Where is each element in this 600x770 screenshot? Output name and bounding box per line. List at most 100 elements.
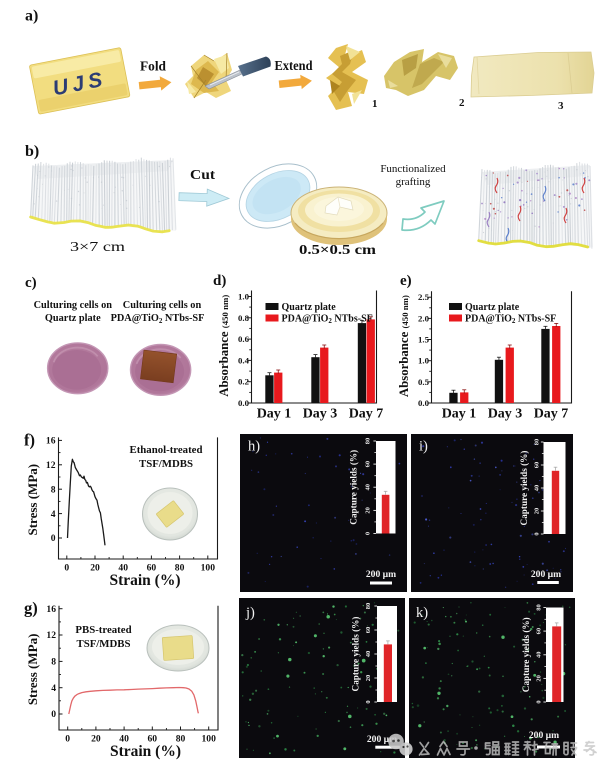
svg-text:80: 80 bbox=[176, 734, 186, 745]
svg-text:12: 12 bbox=[46, 460, 56, 471]
svg-text:80: 80 bbox=[365, 603, 372, 609]
svg-text:20: 20 bbox=[534, 508, 541, 514]
svg-text:200 µm: 200 µm bbox=[366, 569, 396, 580]
svg-text:1: 1 bbox=[372, 98, 378, 110]
svg-text:40: 40 bbox=[536, 652, 543, 658]
svg-text:3: 3 bbox=[558, 100, 564, 112]
svg-text:a): a) bbox=[25, 8, 38, 25]
svg-text:i): i) bbox=[419, 439, 428, 455]
svg-text:0.8: 0.8 bbox=[238, 313, 250, 323]
svg-text:TSF/MDBS: TSF/MDBS bbox=[77, 638, 131, 650]
svg-text:Capture yields (%): Capture yields (%) bbox=[349, 450, 359, 525]
svg-text:20: 20 bbox=[91, 734, 101, 745]
svg-text:Day 3: Day 3 bbox=[488, 407, 523, 422]
svg-text:Quartz plate: Quartz plate bbox=[282, 302, 337, 313]
svg-text:Functionalized: Functionalized bbox=[380, 163, 446, 175]
svg-text:grafting: grafting bbox=[396, 176, 431, 188]
svg-text:200 µm: 200 µm bbox=[529, 730, 559, 741]
svg-text:1.5: 1.5 bbox=[418, 335, 430, 345]
svg-text:0: 0 bbox=[64, 563, 69, 574]
svg-text:Absorbance (450 nm): Absorbance (450 nm) bbox=[397, 295, 411, 397]
svg-text:c): c) bbox=[25, 275, 37, 291]
svg-text:8: 8 bbox=[51, 657, 56, 668]
svg-text:PBS-treated: PBS-treated bbox=[75, 624, 131, 636]
svg-text:PDA@TiO2 NTbs-SF: PDA@TiO2 NTbs-SF bbox=[111, 313, 205, 325]
svg-text:Ethanol-treated: Ethanol-treated bbox=[130, 444, 203, 456]
svg-text:0.6: 0.6 bbox=[238, 334, 250, 344]
svg-text:12: 12 bbox=[46, 630, 56, 641]
svg-text:0: 0 bbox=[365, 532, 372, 535]
svg-text:80: 80 bbox=[175, 563, 185, 574]
svg-text:0.0: 0.0 bbox=[238, 398, 250, 408]
svg-text:Stress (MPa): Stress (MPa) bbox=[25, 464, 40, 536]
svg-text:0.4: 0.4 bbox=[238, 355, 250, 365]
svg-text:60: 60 bbox=[148, 734, 158, 745]
svg-text:20: 20 bbox=[536, 675, 543, 681]
svg-text:100: 100 bbox=[201, 563, 216, 574]
svg-text:60: 60 bbox=[534, 462, 541, 468]
svg-text:b): b) bbox=[25, 143, 39, 160]
svg-text:4: 4 bbox=[51, 683, 56, 694]
svg-text:k): k) bbox=[416, 605, 428, 621]
svg-text:Cut: Cut bbox=[190, 168, 215, 183]
svg-text:60: 60 bbox=[365, 627, 372, 633]
svg-text:60: 60 bbox=[365, 461, 372, 467]
svg-text:40: 40 bbox=[534, 485, 541, 491]
svg-text:1.0: 1.0 bbox=[418, 356, 430, 366]
svg-text:Day 1: Day 1 bbox=[257, 407, 292, 422]
svg-text:Culturing cells on: Culturing cells on bbox=[123, 300, 202, 311]
svg-text:0: 0 bbox=[536, 700, 543, 703]
svg-text:0.5×0.5 cm: 0.5×0.5 cm bbox=[299, 243, 376, 258]
svg-text:20: 20 bbox=[365, 507, 372, 513]
svg-text:2: 2 bbox=[459, 97, 465, 109]
svg-text:0.5: 0.5 bbox=[418, 377, 430, 387]
svg-text:Capture yields (%): Capture yields (%) bbox=[351, 617, 361, 692]
svg-text:40: 40 bbox=[365, 651, 372, 657]
svg-text:PDA@TiO2 NTbs-SF: PDA@TiO2 NTbs-SF bbox=[282, 314, 373, 326]
svg-text:40: 40 bbox=[119, 734, 129, 745]
svg-text:2.5: 2.5 bbox=[418, 292, 430, 302]
svg-text:40: 40 bbox=[118, 563, 128, 574]
svg-text:1.0: 1.0 bbox=[238, 292, 250, 302]
svg-text:Extend: Extend bbox=[275, 58, 313, 73]
svg-text:200 µm: 200 µm bbox=[531, 569, 561, 580]
svg-text:Fold: Fold bbox=[140, 59, 166, 74]
svg-text:0: 0 bbox=[365, 700, 372, 703]
svg-text:4: 4 bbox=[51, 509, 56, 520]
svg-text:Day 1: Day 1 bbox=[442, 407, 477, 422]
svg-text:Day 7: Day 7 bbox=[349, 407, 384, 422]
svg-text:40: 40 bbox=[365, 484, 372, 490]
svg-text:Quartz plate: Quartz plate bbox=[45, 313, 101, 324]
svg-text:0.0: 0.0 bbox=[418, 398, 430, 408]
svg-text:8: 8 bbox=[51, 484, 56, 495]
svg-text:Strain (%): Strain (%) bbox=[110, 743, 181, 760]
svg-text:80: 80 bbox=[534, 439, 541, 445]
svg-text:0: 0 bbox=[534, 532, 541, 535]
svg-text:16: 16 bbox=[46, 436, 56, 447]
svg-text:Culturing cells on: Culturing cells on bbox=[34, 300, 113, 311]
svg-text:3×7 cm: 3×7 cm bbox=[70, 240, 125, 255]
svg-text:60: 60 bbox=[536, 628, 543, 634]
svg-text:0: 0 bbox=[51, 533, 56, 544]
svg-text:0: 0 bbox=[51, 709, 56, 720]
svg-text:Capture yields (%): Capture yields (%) bbox=[519, 451, 529, 526]
svg-text:20: 20 bbox=[365, 675, 372, 681]
svg-text:Day 7: Day 7 bbox=[534, 407, 569, 422]
svg-text:0.2: 0.2 bbox=[238, 377, 250, 387]
svg-text:Absorbance (450 nm): Absorbance (450 nm) bbox=[217, 295, 231, 397]
svg-text:60: 60 bbox=[147, 563, 157, 574]
svg-text:0: 0 bbox=[65, 734, 70, 745]
svg-text:Capture yields (%): Capture yields (%) bbox=[521, 617, 531, 692]
svg-text:100: 100 bbox=[202, 734, 217, 745]
svg-text:Strain (%): Strain (%) bbox=[109, 572, 180, 589]
svg-text:PDA@TiO2 NTbs-SF: PDA@TiO2 NTbs-SF bbox=[465, 314, 556, 326]
svg-text:TSF/MDBS: TSF/MDBS bbox=[139, 458, 193, 470]
svg-text:20: 20 bbox=[90, 563, 100, 574]
svg-text:h): h) bbox=[248, 439, 260, 455]
svg-text:g): g) bbox=[24, 599, 38, 618]
svg-text:2.0: 2.0 bbox=[418, 313, 430, 323]
svg-text:200 µm: 200 µm bbox=[367, 734, 397, 745]
svg-text:80: 80 bbox=[365, 438, 372, 444]
svg-text:d): d) bbox=[213, 273, 226, 289]
svg-text:Quartz plate: Quartz plate bbox=[465, 302, 520, 313]
